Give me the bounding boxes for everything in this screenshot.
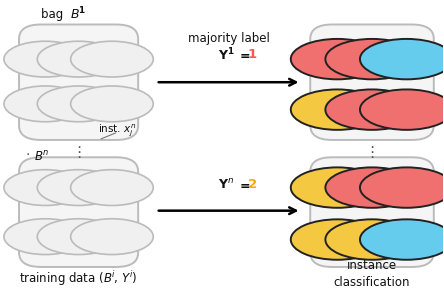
Text: ⋮: ⋮ bbox=[365, 146, 380, 161]
FancyBboxPatch shape bbox=[19, 157, 138, 267]
Ellipse shape bbox=[291, 39, 384, 79]
Text: $\mathbf{\it{B}}^{\mathbf{1}}$: $\mathbf{\it{B}}^{\mathbf{1}}$ bbox=[70, 6, 86, 23]
Ellipse shape bbox=[71, 219, 153, 255]
Text: $\mathbf{Y}^{\mathbf{\it{n}}}$: $\mathbf{Y}^{\mathbf{\it{n}}}$ bbox=[218, 178, 234, 192]
Ellipse shape bbox=[4, 86, 87, 122]
FancyBboxPatch shape bbox=[310, 24, 434, 140]
Ellipse shape bbox=[4, 170, 87, 206]
Text: ·: · bbox=[26, 148, 30, 162]
Text: $\mathbf{\it{B}}^{\mathbf{\it{n}}}$: $\mathbf{\it{B}}^{\mathbf{\it{n}}}$ bbox=[35, 150, 49, 164]
Ellipse shape bbox=[325, 219, 419, 260]
Text: $\mathbf{1}$: $\mathbf{1}$ bbox=[247, 48, 257, 61]
Ellipse shape bbox=[37, 170, 120, 206]
Ellipse shape bbox=[37, 219, 120, 255]
Ellipse shape bbox=[325, 39, 419, 79]
Ellipse shape bbox=[4, 219, 87, 255]
Text: instance
classification: instance classification bbox=[334, 259, 410, 289]
Ellipse shape bbox=[37, 86, 120, 122]
Text: training data $(\mathbf{\it{B}}^{\mathbf{\it{i}}},\,\mathbf{\it{Y}}^{\mathbf{\it: training data $(\mathbf{\it{B}}^{\mathbf… bbox=[20, 269, 138, 288]
Text: $\mathbf{=}$: $\mathbf{=}$ bbox=[238, 48, 251, 61]
Ellipse shape bbox=[71, 41, 153, 77]
Text: inst. $x_j^n$: inst. $x_j^n$ bbox=[99, 122, 137, 138]
Ellipse shape bbox=[71, 170, 153, 206]
Text: $\mathbf{2}$: $\mathbf{2}$ bbox=[247, 178, 257, 191]
Text: majority label: majority label bbox=[188, 32, 270, 45]
Text: bag: bag bbox=[41, 8, 67, 21]
Ellipse shape bbox=[360, 219, 444, 260]
Text: $\mathbf{Y}^{\mathbf{1}}$: $\mathbf{Y}^{\mathbf{1}}$ bbox=[218, 46, 234, 63]
Ellipse shape bbox=[291, 89, 384, 130]
Ellipse shape bbox=[360, 89, 444, 130]
Ellipse shape bbox=[360, 167, 444, 208]
Ellipse shape bbox=[4, 41, 87, 77]
Ellipse shape bbox=[71, 86, 153, 122]
Ellipse shape bbox=[291, 219, 384, 260]
Ellipse shape bbox=[325, 167, 419, 208]
FancyBboxPatch shape bbox=[310, 157, 434, 267]
Ellipse shape bbox=[37, 41, 120, 77]
Text: ⋮: ⋮ bbox=[71, 146, 86, 161]
Text: $\mathbf{=}$: $\mathbf{=}$ bbox=[238, 178, 251, 191]
Ellipse shape bbox=[291, 167, 384, 208]
Ellipse shape bbox=[360, 39, 444, 79]
Ellipse shape bbox=[325, 89, 419, 130]
FancyBboxPatch shape bbox=[19, 24, 138, 140]
